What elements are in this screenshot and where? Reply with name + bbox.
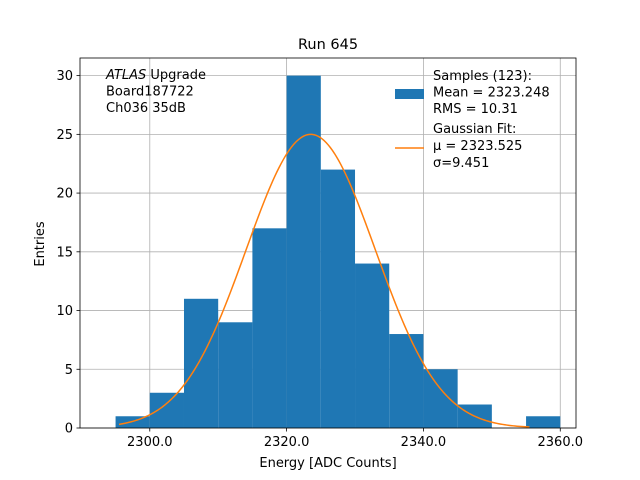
legend: Samples (123): Mean = 2323.248 RMS = 10.… [395, 69, 550, 171]
y-tick-label: 10 [56, 304, 73, 319]
histogram-bar [149, 392, 184, 428]
x-tick-label: 2360.0 [538, 435, 584, 450]
gaussian-fit-curve [118, 133, 530, 428]
plot-frame [79, 57, 577, 429]
y-tick-label: 25 [56, 128, 73, 143]
legend-samples-swatch [395, 89, 424, 99]
atlas-annotation: ATLAS Upgrade Board187722 Ch036 35dB [105, 68, 206, 116]
legend-samples-text: Samples (123): [433, 69, 532, 84]
annotation-text: Board187722 [106, 85, 194, 100]
y-tick-label: 15 [56, 245, 73, 260]
legend-samples-text: RMS = 10.31 [433, 102, 518, 117]
y-tick-label: 20 [56, 187, 73, 202]
annotation-line: ATLAS Upgrade [105, 68, 206, 83]
legend-fit-text: μ = 2323.525 [433, 139, 522, 154]
annotation-text: Ch036 35dB [106, 101, 186, 116]
histogram-bar [320, 169, 356, 429]
legend-fit-text: σ=9.451 [433, 156, 489, 171]
y-tick-label: 30 [56, 69, 73, 84]
y-axis-label: Entries [33, 221, 48, 267]
gaussian-fit-layer [118, 133, 530, 428]
annotation-italic-text: ATLAS [105, 68, 146, 83]
annotation-text: Upgrade [146, 68, 206, 83]
histogram-bar [218, 322, 253, 428]
histogram-bar [252, 228, 287, 428]
histogram-bar [286, 75, 321, 428]
annotation-line: Board187722 [106, 85, 194, 100]
x-tick-label: 2300.0 [127, 435, 173, 450]
legend-fit-text: Gaussian Fit: [433, 122, 516, 137]
x-tick-label: 2340.0 [401, 435, 447, 450]
annotation-line: Ch036 35dB [106, 101, 186, 116]
x-axis-label: Energy [ADC Counts] [259, 456, 396, 471]
histogram-bar [389, 334, 424, 428]
histogram-bars [115, 75, 561, 429]
histogram-bar [423, 369, 458, 428]
tick-labels: 2300.0 2320.0 2340.0 2360.0 0 5 10 15 20 25 30 [56, 69, 583, 450]
y-tick-label: 5 [65, 363, 73, 378]
axes [79, 57, 577, 429]
histogram-bar [183, 298, 219, 428]
legend-samples-text: Mean = 2323.248 [433, 86, 550, 101]
chart-title: Run 645 [298, 37, 358, 53]
y-tick-label: 0 [65, 422, 73, 437]
x-tick-label: 2320.0 [264, 435, 310, 450]
histogram-bar [526, 416, 561, 428]
histogram-bar [355, 263, 390, 428]
